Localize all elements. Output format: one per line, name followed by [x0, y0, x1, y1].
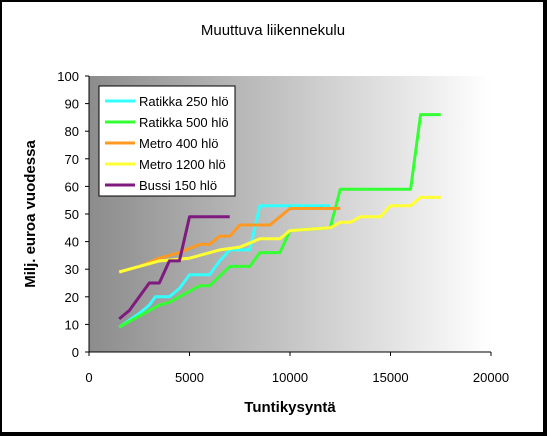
series-line-2: [118, 207, 341, 274]
y-tick-label: 30: [65, 262, 79, 277]
chart-frame: Muuttuva liikennekulu 0 10 20 30 40 50 60 70 80 9…: [2, 2, 543, 432]
series-line-1: [118, 113, 441, 329]
y-tick-label: 50: [65, 207, 79, 222]
y-tick-label: 100: [57, 69, 79, 84]
x-axis-title: Tuntikysyntä: [244, 399, 336, 416]
legend-label: Ratikka 250 hlö: [139, 94, 229, 109]
y-tick-label: 40: [65, 235, 79, 250]
legend-box: [98, 85, 236, 197]
x-tick-label: 10000: [272, 370, 308, 385]
line-chart: Muuttuva liikennekulu 0 10 20 30 40 50 60 70 80 9…: [22, 22, 509, 416]
y-tick-label: 0: [72, 345, 79, 360]
y-tick-labels: 0 10 20 30 40 50 60 70 80 90 100: [57, 69, 89, 360]
series-line-0: [118, 204, 331, 329]
legend-label: Metro 1200 hlö: [139, 157, 226, 172]
series-line-4: [118, 215, 230, 321]
x-tick-label: 0: [85, 370, 92, 385]
chart-title: Muuttuva liikennekulu: [201, 22, 345, 39]
x-tick-label: 15000: [372, 370, 408, 385]
x-tick-label: 20000: [473, 370, 509, 385]
legend: Ratikka 250 hlö Ratikka 500 hlö Metro 400 …: [98, 85, 236, 197]
y-tick-label: 10: [65, 317, 79, 332]
x-tick-labels: 0 5000 10000 15000 20000: [85, 352, 509, 385]
x-tick-label: 5000: [175, 370, 204, 385]
series-layer: [118, 113, 441, 329]
y-axis-title: Milj. euroa vuodessa: [22, 140, 39, 288]
legend-items: Ratikka 250 hlö Ratikka 500 hlö Metro 400 …: [105, 94, 229, 193]
y-tick-label: 70: [65, 152, 79, 167]
legend-label: Bussi 150 hlö: [139, 178, 217, 193]
legend-label: Metro 400 hlö: [139, 136, 219, 151]
series-line-3: [118, 195, 441, 274]
y-tick-label: 80: [65, 124, 79, 139]
legend-label: Ratikka 500 hlö: [139, 115, 229, 130]
y-tick-label: 90: [65, 97, 79, 112]
y-tick-label: 20: [65, 290, 79, 305]
y-tick-label: 60: [65, 179, 79, 194]
